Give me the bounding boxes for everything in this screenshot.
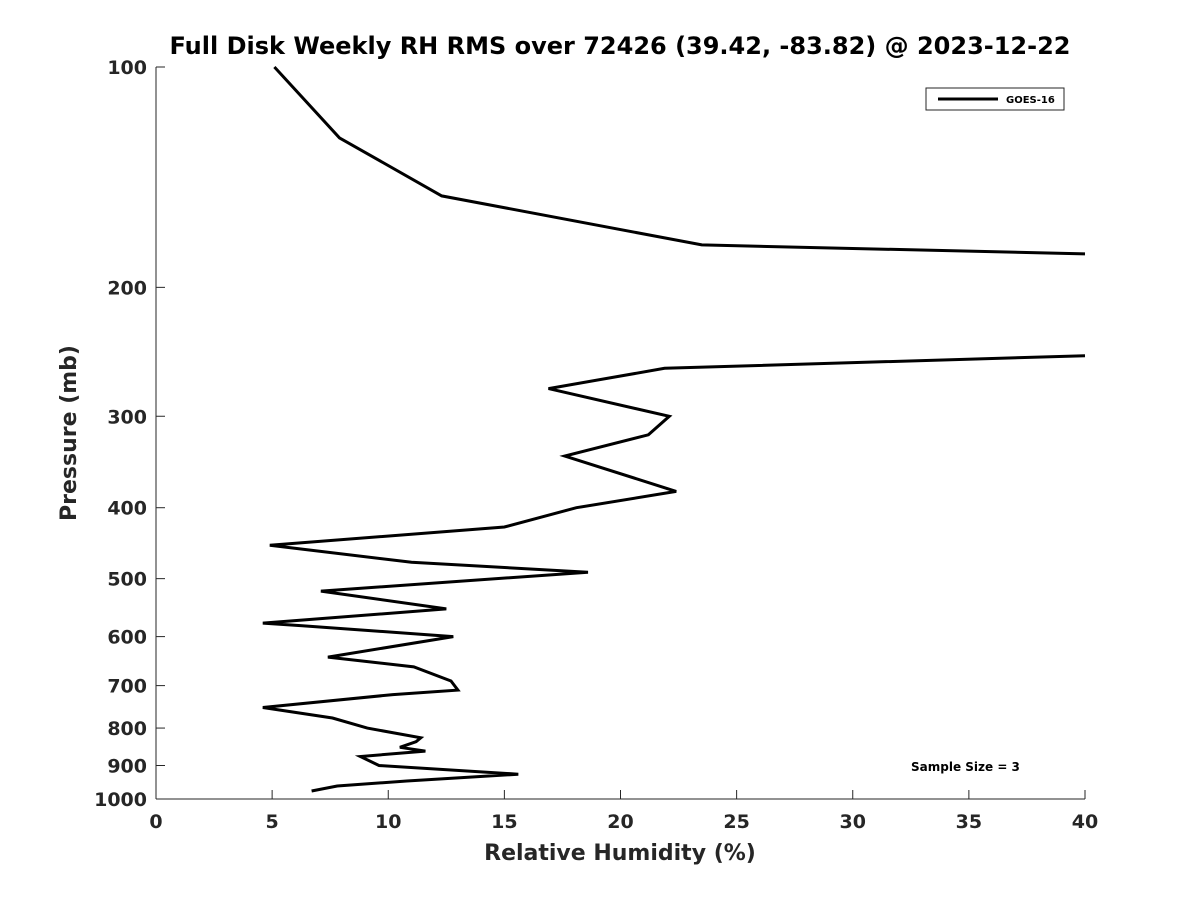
plot-area <box>155 67 1085 800</box>
x-tick-label: 35 <box>956 811 982 833</box>
y-tick-label: 700 <box>107 676 147 698</box>
series-line-goes-16 <box>262 65 1086 793</box>
x-tick-label: 20 <box>607 811 633 833</box>
legend-label: GOES-16 <box>1006 95 1055 106</box>
legend: GOES-16 <box>925 87 1065 111</box>
x-tick-label: 0 <box>149 811 162 833</box>
y-tick-label: 900 <box>107 756 147 778</box>
y-tick-label: 500 <box>107 569 147 591</box>
series-layer <box>262 65 1086 793</box>
x-tick-label: 10 <box>375 811 401 833</box>
y-tick-label: 200 <box>107 277 147 299</box>
y-tick-label: 400 <box>107 498 147 520</box>
sample-size-annotation: Sample Size = 3 <box>911 760 1020 774</box>
y-tick-label: 600 <box>107 627 147 649</box>
y-tick-label: 100 <box>107 57 147 79</box>
x-axis-label: Relative Humidity (%) <box>484 841 756 866</box>
y-axis-label: Pressure (mb) <box>57 345 82 521</box>
y-tick-label: 300 <box>107 406 147 428</box>
x-tick-label: 15 <box>491 811 517 833</box>
chart-title: Full Disk Weekly RH RMS over 72426 (39.4… <box>169 32 1070 60</box>
x-tick-label: 40 <box>1072 811 1098 833</box>
y-tick-label: 800 <box>107 718 147 740</box>
x-tick-label: 25 <box>723 811 749 833</box>
y-axis: 100 200 300 400 500 600 700 800 900 1000 <box>94 57 165 811</box>
x-tick-label: 5 <box>266 811 279 833</box>
x-tick-label: 30 <box>840 811 866 833</box>
x-axis: 0 5 10 15 20 25 30 35 40 <box>149 790 1098 833</box>
y-tick-label: 1000 <box>94 789 147 811</box>
